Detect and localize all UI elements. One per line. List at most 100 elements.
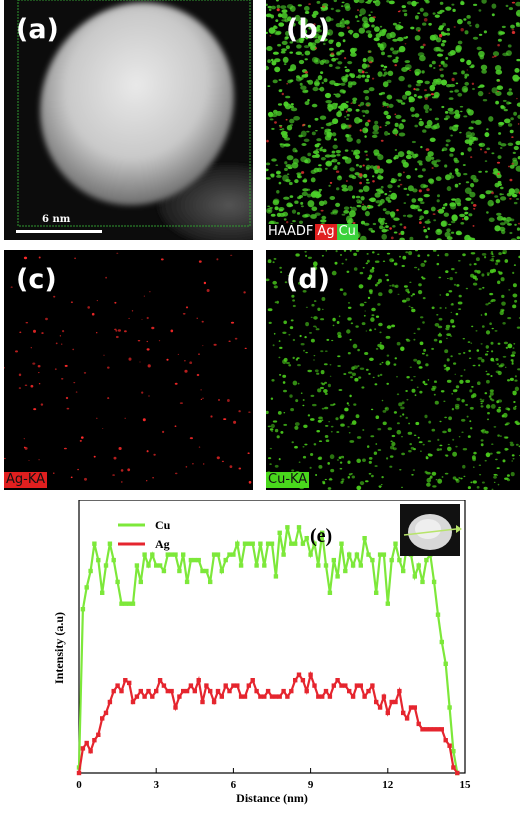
data-point-ag <box>235 683 240 688</box>
data-point-ag <box>258 694 263 699</box>
panel-d-label: (d) <box>286 264 331 295</box>
data-point-cu <box>431 579 437 585</box>
data-point-ag <box>103 710 109 716</box>
data-point-ag <box>184 688 190 694</box>
data-point-cu <box>188 557 194 563</box>
data-point-ag <box>80 746 86 751</box>
data-point-cu <box>327 590 333 595</box>
data-point-ag <box>242 694 248 699</box>
data-point-ag <box>115 683 120 688</box>
data-point-cu <box>424 557 429 563</box>
data-point-cu <box>165 552 170 557</box>
data-point-ag <box>289 688 294 694</box>
data-point-cu <box>416 563 421 568</box>
data-point-ag <box>358 683 363 688</box>
data-point-cu <box>358 563 363 568</box>
data-point-ag <box>416 721 421 727</box>
data-point-cu <box>184 579 190 585</box>
data-point-cu <box>204 568 209 574</box>
data-point-cu <box>157 563 163 568</box>
data-point-cu <box>150 552 155 557</box>
data-point-cu <box>316 563 321 568</box>
data-point-ag <box>385 710 390 716</box>
legend-haadf: HAADF <box>266 224 316 240</box>
data-point-cu <box>354 552 360 557</box>
data-point-ag <box>181 688 186 694</box>
data-point-ag <box>370 683 375 688</box>
data-point-cu <box>100 590 105 595</box>
panel-c-label: (c) <box>16 264 57 295</box>
data-point-ag <box>343 683 348 688</box>
data-point-cu <box>254 563 259 568</box>
data-point-ag <box>88 749 93 754</box>
data-point-cu <box>111 557 116 563</box>
legend-label-cu: Cu <box>155 518 171 532</box>
data-point-cu <box>320 530 325 535</box>
data-point-cu <box>335 574 340 579</box>
data-point-cu <box>293 541 298 546</box>
data-point-cu <box>88 568 93 574</box>
data-point-cu <box>80 607 86 612</box>
data-point-ag <box>393 699 398 705</box>
ag-ka-tag: Ag-KA <box>4 472 48 488</box>
data-point-cu <box>273 574 279 579</box>
data-point-ag <box>76 770 82 776</box>
data-point-cu <box>304 536 309 541</box>
data-point-ag <box>308 672 313 677</box>
data-point-ag <box>262 694 267 699</box>
data-point-ag <box>320 694 325 699</box>
data-point-cu <box>238 563 244 568</box>
data-point-ag <box>335 678 340 683</box>
data-point-ag <box>211 699 217 705</box>
data-point-cu <box>262 563 267 568</box>
data-point-ag <box>397 688 402 694</box>
data-point-ag <box>111 688 116 694</box>
data-point-ag <box>196 678 201 683</box>
panel-d-cu-map: (d) Cu-KA <box>266 250 520 490</box>
data-point-ag <box>246 683 251 688</box>
data-point-ag <box>408 705 414 710</box>
data-point-cu <box>130 601 136 606</box>
data-point-ag <box>316 694 321 699</box>
data-point-ag <box>281 688 286 694</box>
x-tick-label: 15 <box>460 779 472 791</box>
x-axis-label: Distance (nm) <box>236 791 308 805</box>
data-point-cu <box>103 563 109 568</box>
data-point-ag <box>215 688 221 694</box>
data-point-ag <box>96 732 101 737</box>
data-point-ag <box>269 694 275 699</box>
data-point-cu <box>366 552 371 557</box>
data-point-ag <box>377 705 383 710</box>
data-point-cu <box>200 568 205 574</box>
y-axis-label: Intensity (a.u) <box>52 612 66 684</box>
data-point-cu <box>331 557 336 563</box>
haadf-image <box>4 0 253 240</box>
plot-frame <box>78 500 466 774</box>
data-point-ag <box>435 727 441 732</box>
data-point-ag <box>323 688 329 694</box>
data-point-ag <box>265 688 271 694</box>
data-point-cu <box>119 601 124 606</box>
data-point-cu <box>370 557 375 563</box>
data-point-cu <box>169 552 174 557</box>
data-point-ag <box>443 738 448 743</box>
data-point-cu <box>142 552 147 557</box>
data-point-ag <box>312 683 317 688</box>
cu-map <box>266 250 520 490</box>
data-point-ag <box>100 716 105 721</box>
data-point-ag <box>439 727 444 732</box>
data-point-ag <box>92 738 97 743</box>
data-point-ag <box>401 710 406 716</box>
data-point-ag <box>412 705 417 710</box>
data-point-ag <box>146 688 151 694</box>
data-point-cu <box>173 552 178 557</box>
data-point-cu <box>211 552 217 557</box>
data-point-ag <box>428 727 433 732</box>
data-point-ag <box>366 688 371 694</box>
data-point-cu <box>343 568 348 574</box>
data-point-cu <box>161 568 167 574</box>
data-point-cu <box>420 579 425 585</box>
data-point-cu <box>289 541 294 546</box>
data-point-cu <box>377 552 383 557</box>
data-point-cu <box>443 661 448 666</box>
